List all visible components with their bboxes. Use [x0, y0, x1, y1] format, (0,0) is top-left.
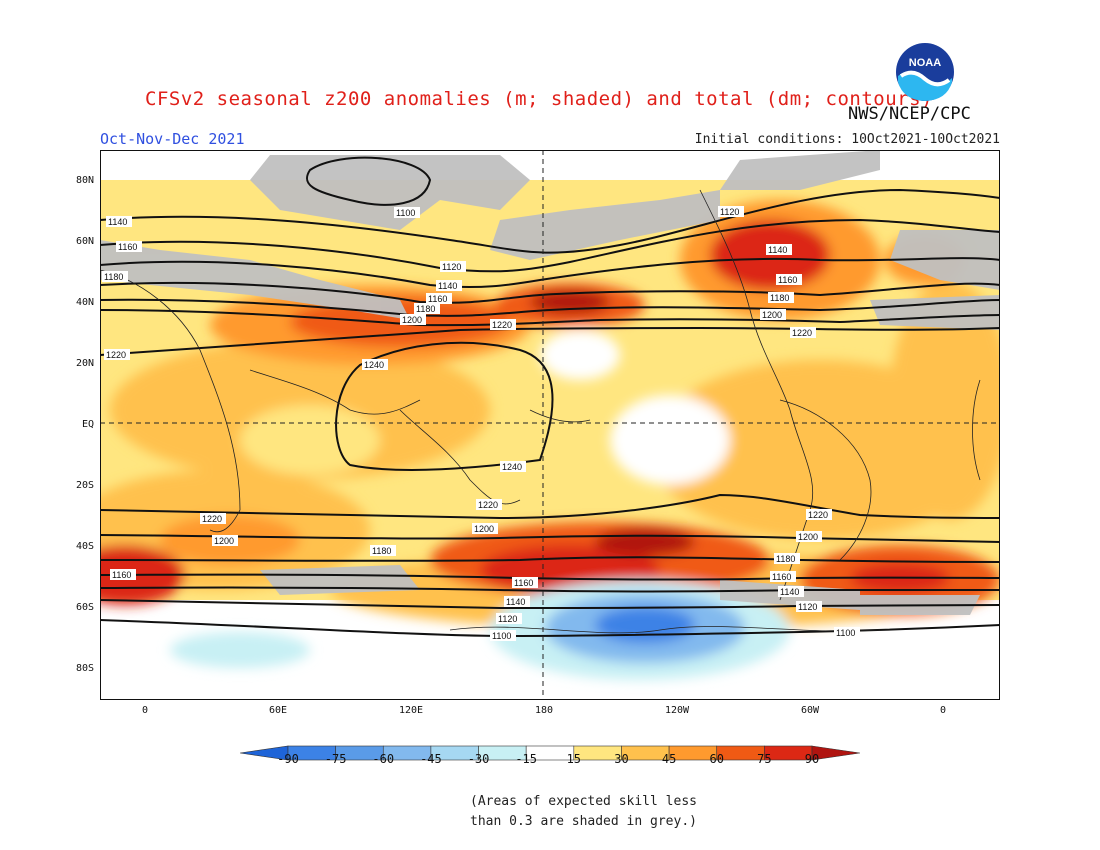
agency-label: NWS/NCEP/CPC — [848, 104, 971, 124]
contour-label: 1160 — [778, 275, 797, 285]
map-title: CFSv2 seasonal z200 anomalies (m; shaded… — [145, 88, 933, 110]
lon-label-180: 180 — [534, 705, 554, 716]
contour-label-group: 1100 1140 1160 1180 1120 1140 1160 1180 … — [102, 206, 860, 641]
forecast-period: Oct-Nov-Dec 2021 — [100, 130, 245, 148]
contour-label: 1160 — [428, 294, 447, 304]
contour-label: 1120 — [720, 207, 739, 217]
lat-label-80n: 80N — [75, 175, 94, 186]
lon-label-120w: 120W — [664, 705, 690, 716]
lat-label-60n: 60N — [75, 236, 94, 247]
initial-conditions: Initial conditions: 10Oct2021-10Oct2021 — [694, 132, 1000, 147]
colorbar — [240, 745, 860, 761]
contour-label: 1140 — [438, 281, 457, 291]
colorbar-tick-label: -15 — [515, 752, 538, 766]
colorbar-cell — [811, 745, 860, 761]
contour-label: 1220 — [106, 350, 126, 360]
contour-label: 1120 — [798, 602, 817, 612]
lon-label-0: 0 — [141, 705, 149, 716]
contour-label: 1160 — [118, 242, 137, 252]
contour-label: 1120 — [498, 614, 517, 624]
skill-note: (Areas of expected skill less than 0.3 a… — [470, 792, 730, 832]
contour-label: 1140 — [768, 245, 787, 255]
contour-label: 1140 — [780, 587, 799, 597]
contour-label: 1200 — [402, 315, 422, 325]
contour-label: 1200 — [762, 310, 782, 320]
colorbar-tick-label: -30 — [467, 752, 490, 766]
lon-label-120e: 120E — [398, 705, 424, 716]
anomaly-map: 1100 1140 1160 1180 1120 1140 1160 1180 … — [100, 150, 1000, 700]
contour-label: 1200 — [798, 532, 818, 542]
skill-note-line-2: than 0.3 are shaded in grey.) — [470, 814, 697, 829]
noaa-logo: NOAA — [896, 43, 954, 101]
contour-label: 1100 — [396, 208, 415, 218]
colorbar-tick-label: 75 — [757, 752, 772, 766]
colorbar-tick-label: -75 — [324, 752, 347, 766]
skill-note-line-1: (Areas of expected skill less — [470, 794, 697, 809]
contour-label: 1180 — [372, 546, 391, 556]
colorbar-tick-label: -90 — [277, 752, 299, 766]
contour-label: 1140 — [108, 217, 127, 227]
colorbar-tick-label: 30 — [614, 752, 629, 766]
contour-label: 1160 — [514, 578, 533, 588]
lat-label-60s: 60S — [75, 602, 94, 613]
lon-label-60w: 60W — [800, 705, 820, 716]
contour-label: 1120 — [442, 262, 461, 272]
contour-label: 1200 — [474, 524, 494, 534]
contour-label: 1220 — [492, 320, 512, 330]
lat-label-40n: 40N — [75, 297, 94, 308]
contour-label: 1220 — [792, 328, 812, 338]
contour-label: 1180 — [416, 304, 435, 314]
lat-label-eq: EQ — [81, 419, 94, 430]
lon-label-0-east: 0 — [939, 705, 947, 716]
lat-label-80s: 80S — [75, 663, 94, 674]
colorbar-tick-label: 15 — [566, 752, 582, 766]
contour-label: 1220 — [808, 510, 828, 520]
contour-label: 1180 — [776, 554, 795, 564]
contour-label: 1240 — [364, 360, 384, 370]
colorbar-tick-label: -60 — [372, 752, 395, 766]
svg-text:NOAA: NOAA — [909, 57, 941, 69]
map-canvas: 1100 1140 1160 1180 1120 1140 1160 1180 … — [100, 150, 1000, 700]
contour-label: 1160 — [772, 572, 791, 582]
contour-label: 1160 — [112, 570, 131, 580]
contour-label: 1180 — [104, 272, 123, 282]
contour-label: 1220 — [478, 500, 498, 510]
colorbar-tick-label: 60 — [709, 752, 724, 766]
colorbar-tick-label: 90 — [804, 752, 820, 766]
lat-label-40s: 40S — [75, 541, 94, 552]
lon-label-60e: 60E — [268, 705, 288, 716]
contour-label: 1200 — [214, 536, 234, 546]
lat-label-20n: 20N — [75, 358, 94, 369]
contour-label: 1140 — [506, 597, 525, 607]
lat-label-20s: 20S — [75, 480, 94, 491]
contour-label: 1100 — [836, 628, 855, 638]
contour-label: 1220 — [202, 514, 222, 524]
contour-label: 1180 — [770, 293, 789, 303]
colorbar-tick-label: -45 — [420, 752, 442, 766]
contour-label: 1100 — [492, 631, 511, 641]
colorbar-tick-label: 45 — [661, 752, 677, 766]
contour-label: 1240 — [502, 462, 522, 472]
